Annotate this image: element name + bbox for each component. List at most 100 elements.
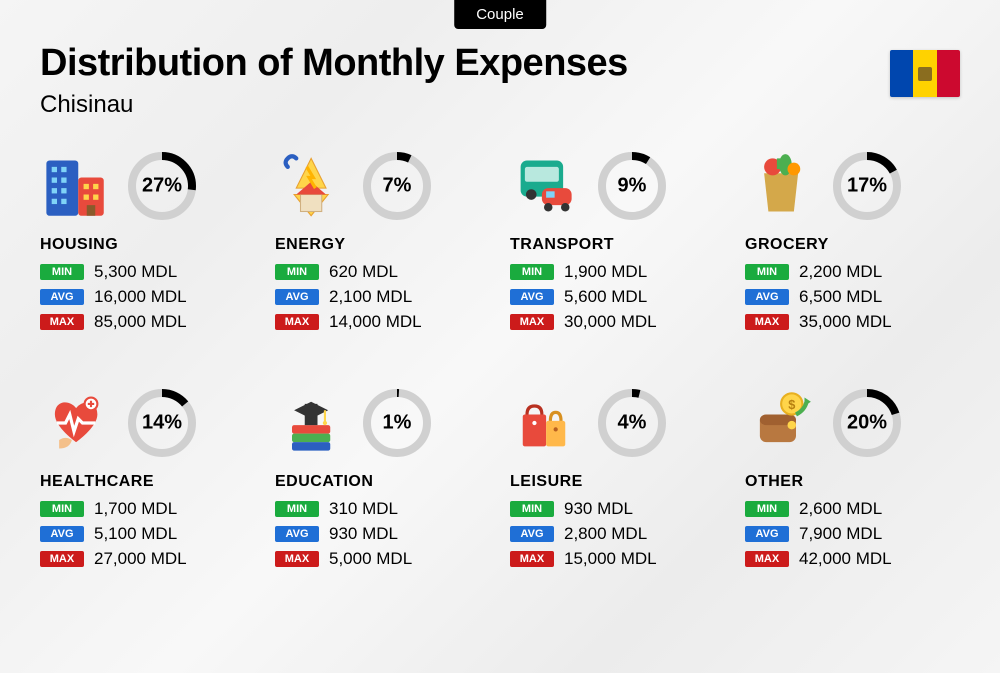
other-icon: $ bbox=[745, 389, 813, 457]
badge-min: MIN bbox=[275, 264, 319, 280]
transport-icon bbox=[510, 152, 578, 220]
percent-label: 1% bbox=[383, 412, 412, 435]
stat-max: MAX 42,000 MDL bbox=[745, 549, 960, 569]
badge-max: MAX bbox=[745, 314, 789, 330]
healthcare-icon bbox=[40, 389, 108, 457]
badge-avg: AVG bbox=[745, 289, 789, 305]
stat-min: MIN 310 MDL bbox=[275, 499, 490, 519]
stat-value: 14,000 MDL bbox=[329, 312, 422, 332]
category-grid: 27%HOUSINGMIN5,300 MDLAVG16,000 MDLMAX85… bbox=[40, 150, 960, 574]
stat-value: 5,100 MDL bbox=[94, 524, 177, 544]
category-energy: 7% ENERGY MIN 620 MDL AVG 2,100 MDL MAX 14,000 … bbox=[275, 150, 490, 337]
stat-value: 310 MDL bbox=[329, 499, 398, 519]
stat-value: 1,700 MDL bbox=[94, 499, 177, 519]
building-icon bbox=[40, 152, 108, 220]
page-title: Distribution of Monthly Expenses bbox=[40, 42, 628, 85]
stat-min: MIN 1,900 MDL bbox=[510, 262, 725, 282]
leisure-icon bbox=[510, 389, 578, 457]
badge-avg: AVG bbox=[275, 526, 319, 542]
stat-min: MIN 2,600 MDL bbox=[745, 499, 960, 519]
stat-avg: AVG 5,100 MDL bbox=[40, 524, 255, 544]
stat-avg: AVG 6,500 MDL bbox=[745, 287, 960, 307]
stat-value: 27,000 MDL bbox=[94, 549, 187, 569]
badge-avg: AVG bbox=[510, 526, 554, 542]
category-label: GROCERY bbox=[745, 236, 960, 254]
stat-value: 2,100 MDL bbox=[329, 287, 412, 307]
category-grocery: 17% GROCERY MIN2,200 MDL AVG 6,500 MDL MAX 35,… bbox=[745, 150, 960, 337]
percent-label: 20% bbox=[847, 412, 887, 435]
category-healthcare: 14% HEALTHCARE MIN 1,700 MDL AVG 5,100 MDL MAX… bbox=[40, 387, 255, 574]
stat-value: 35,000 MDL bbox=[799, 312, 892, 332]
stat-value: 620 MDL bbox=[329, 262, 398, 282]
stat-value: 5,600 MDL bbox=[564, 287, 647, 307]
stat-max: MAX 15,000 MDL bbox=[510, 549, 725, 569]
energy-icon bbox=[275, 152, 343, 220]
stat-value: 42,000 MDL bbox=[799, 549, 892, 569]
badge-min: MIN bbox=[510, 264, 554, 280]
badge-min: MIN bbox=[275, 501, 319, 517]
category-label: ENERGY bbox=[275, 236, 490, 254]
stat-max: MAX 30,000 MDL bbox=[510, 312, 725, 332]
stat-avg: AVG16,000 MDL bbox=[40, 287, 255, 307]
category-label: LEISURE bbox=[510, 473, 725, 491]
stat-value: 1,900 MDL bbox=[564, 262, 647, 282]
stat-value: 2,600 MDL bbox=[799, 499, 882, 519]
badge-min: MIN bbox=[745, 501, 789, 517]
stat-value: 6,500 MDL bbox=[799, 287, 882, 307]
education-icon bbox=[275, 389, 343, 457]
svg-text:$: $ bbox=[788, 397, 795, 412]
stat-value: 85,000 MDL bbox=[94, 312, 187, 332]
percent-label: 14% bbox=[142, 412, 182, 435]
badge-min: MIN bbox=[745, 264, 789, 280]
badge-min: MIN bbox=[40, 501, 84, 517]
percent-donut: 1% bbox=[361, 387, 433, 459]
category-other: $20%OTHERMIN2,600 MDLAVG7,900 MDLMAX42,0… bbox=[745, 387, 960, 574]
stat-avg: AVG 2,800 MDL bbox=[510, 524, 725, 544]
badge-avg: AVG bbox=[510, 289, 554, 305]
stat-value: 16,000 MDL bbox=[94, 287, 187, 307]
flag-moldova bbox=[890, 50, 960, 97]
page-subtitle: Chisinau bbox=[40, 91, 628, 119]
percent-label: 27% bbox=[142, 175, 182, 198]
badge-max: MAX bbox=[275, 314, 319, 330]
stat-value: 930 MDL bbox=[564, 499, 633, 519]
stat-max: MAX 85,000 MDL bbox=[40, 312, 255, 332]
category-label: HOUSING bbox=[40, 236, 255, 254]
badge-max: MAX bbox=[40, 314, 84, 330]
stat-avg: AVG 2,100 MDL bbox=[275, 287, 490, 307]
percent-label: 7% bbox=[383, 175, 412, 198]
badge-avg: AVG bbox=[275, 289, 319, 305]
stat-min: MIN2,200 MDL bbox=[745, 262, 960, 282]
badge-max: MAX bbox=[40, 551, 84, 567]
category-label: HEALTHCARE bbox=[40, 473, 255, 491]
percent-label: 17% bbox=[847, 175, 887, 198]
stat-max: MAX 35,000 MDL bbox=[745, 312, 960, 332]
badge-min: MIN bbox=[40, 264, 84, 280]
stat-value: 2,800 MDL bbox=[564, 524, 647, 544]
category-transport: 9% TRANSPORT MIN 1,900 MDL AVG 5,600 MDL MAX 30… bbox=[510, 150, 725, 337]
percent-donut: 9% bbox=[596, 150, 668, 222]
badge-max: MAX bbox=[745, 551, 789, 567]
category-label: TRANSPORT bbox=[510, 236, 725, 254]
stat-min: MIN 620 MDL bbox=[275, 262, 490, 282]
stat-value: 930 MDL bbox=[329, 524, 398, 544]
badge-avg: AVG bbox=[40, 526, 84, 542]
percent-donut: 4% bbox=[596, 387, 668, 459]
stat-max: MAX 14,000 MDL bbox=[275, 312, 490, 332]
badge-max: MAX bbox=[510, 551, 554, 567]
badge-max: MAX bbox=[275, 551, 319, 567]
badge-min: MIN bbox=[510, 501, 554, 517]
percent-label: 4% bbox=[618, 412, 647, 435]
badge-max: MAX bbox=[510, 314, 554, 330]
stat-min: MIN 1,700 MDL bbox=[40, 499, 255, 519]
stat-value: 30,000 MDL bbox=[564, 312, 657, 332]
badge-avg: AVG bbox=[745, 526, 789, 542]
percent-donut: 27% bbox=[126, 150, 198, 222]
stat-value: 15,000 MDL bbox=[564, 549, 657, 569]
stat-min: MIN 930 MDL bbox=[510, 499, 725, 519]
category-label: EDUCATION bbox=[275, 473, 490, 491]
header: Distribution of Monthly Expenses Chisina… bbox=[40, 42, 628, 119]
stat-value: 7,900 MDL bbox=[799, 524, 882, 544]
stat-max: MAX 27,000 MDL bbox=[40, 549, 255, 569]
stat-avg: AVG 7,900 MDL bbox=[745, 524, 960, 544]
